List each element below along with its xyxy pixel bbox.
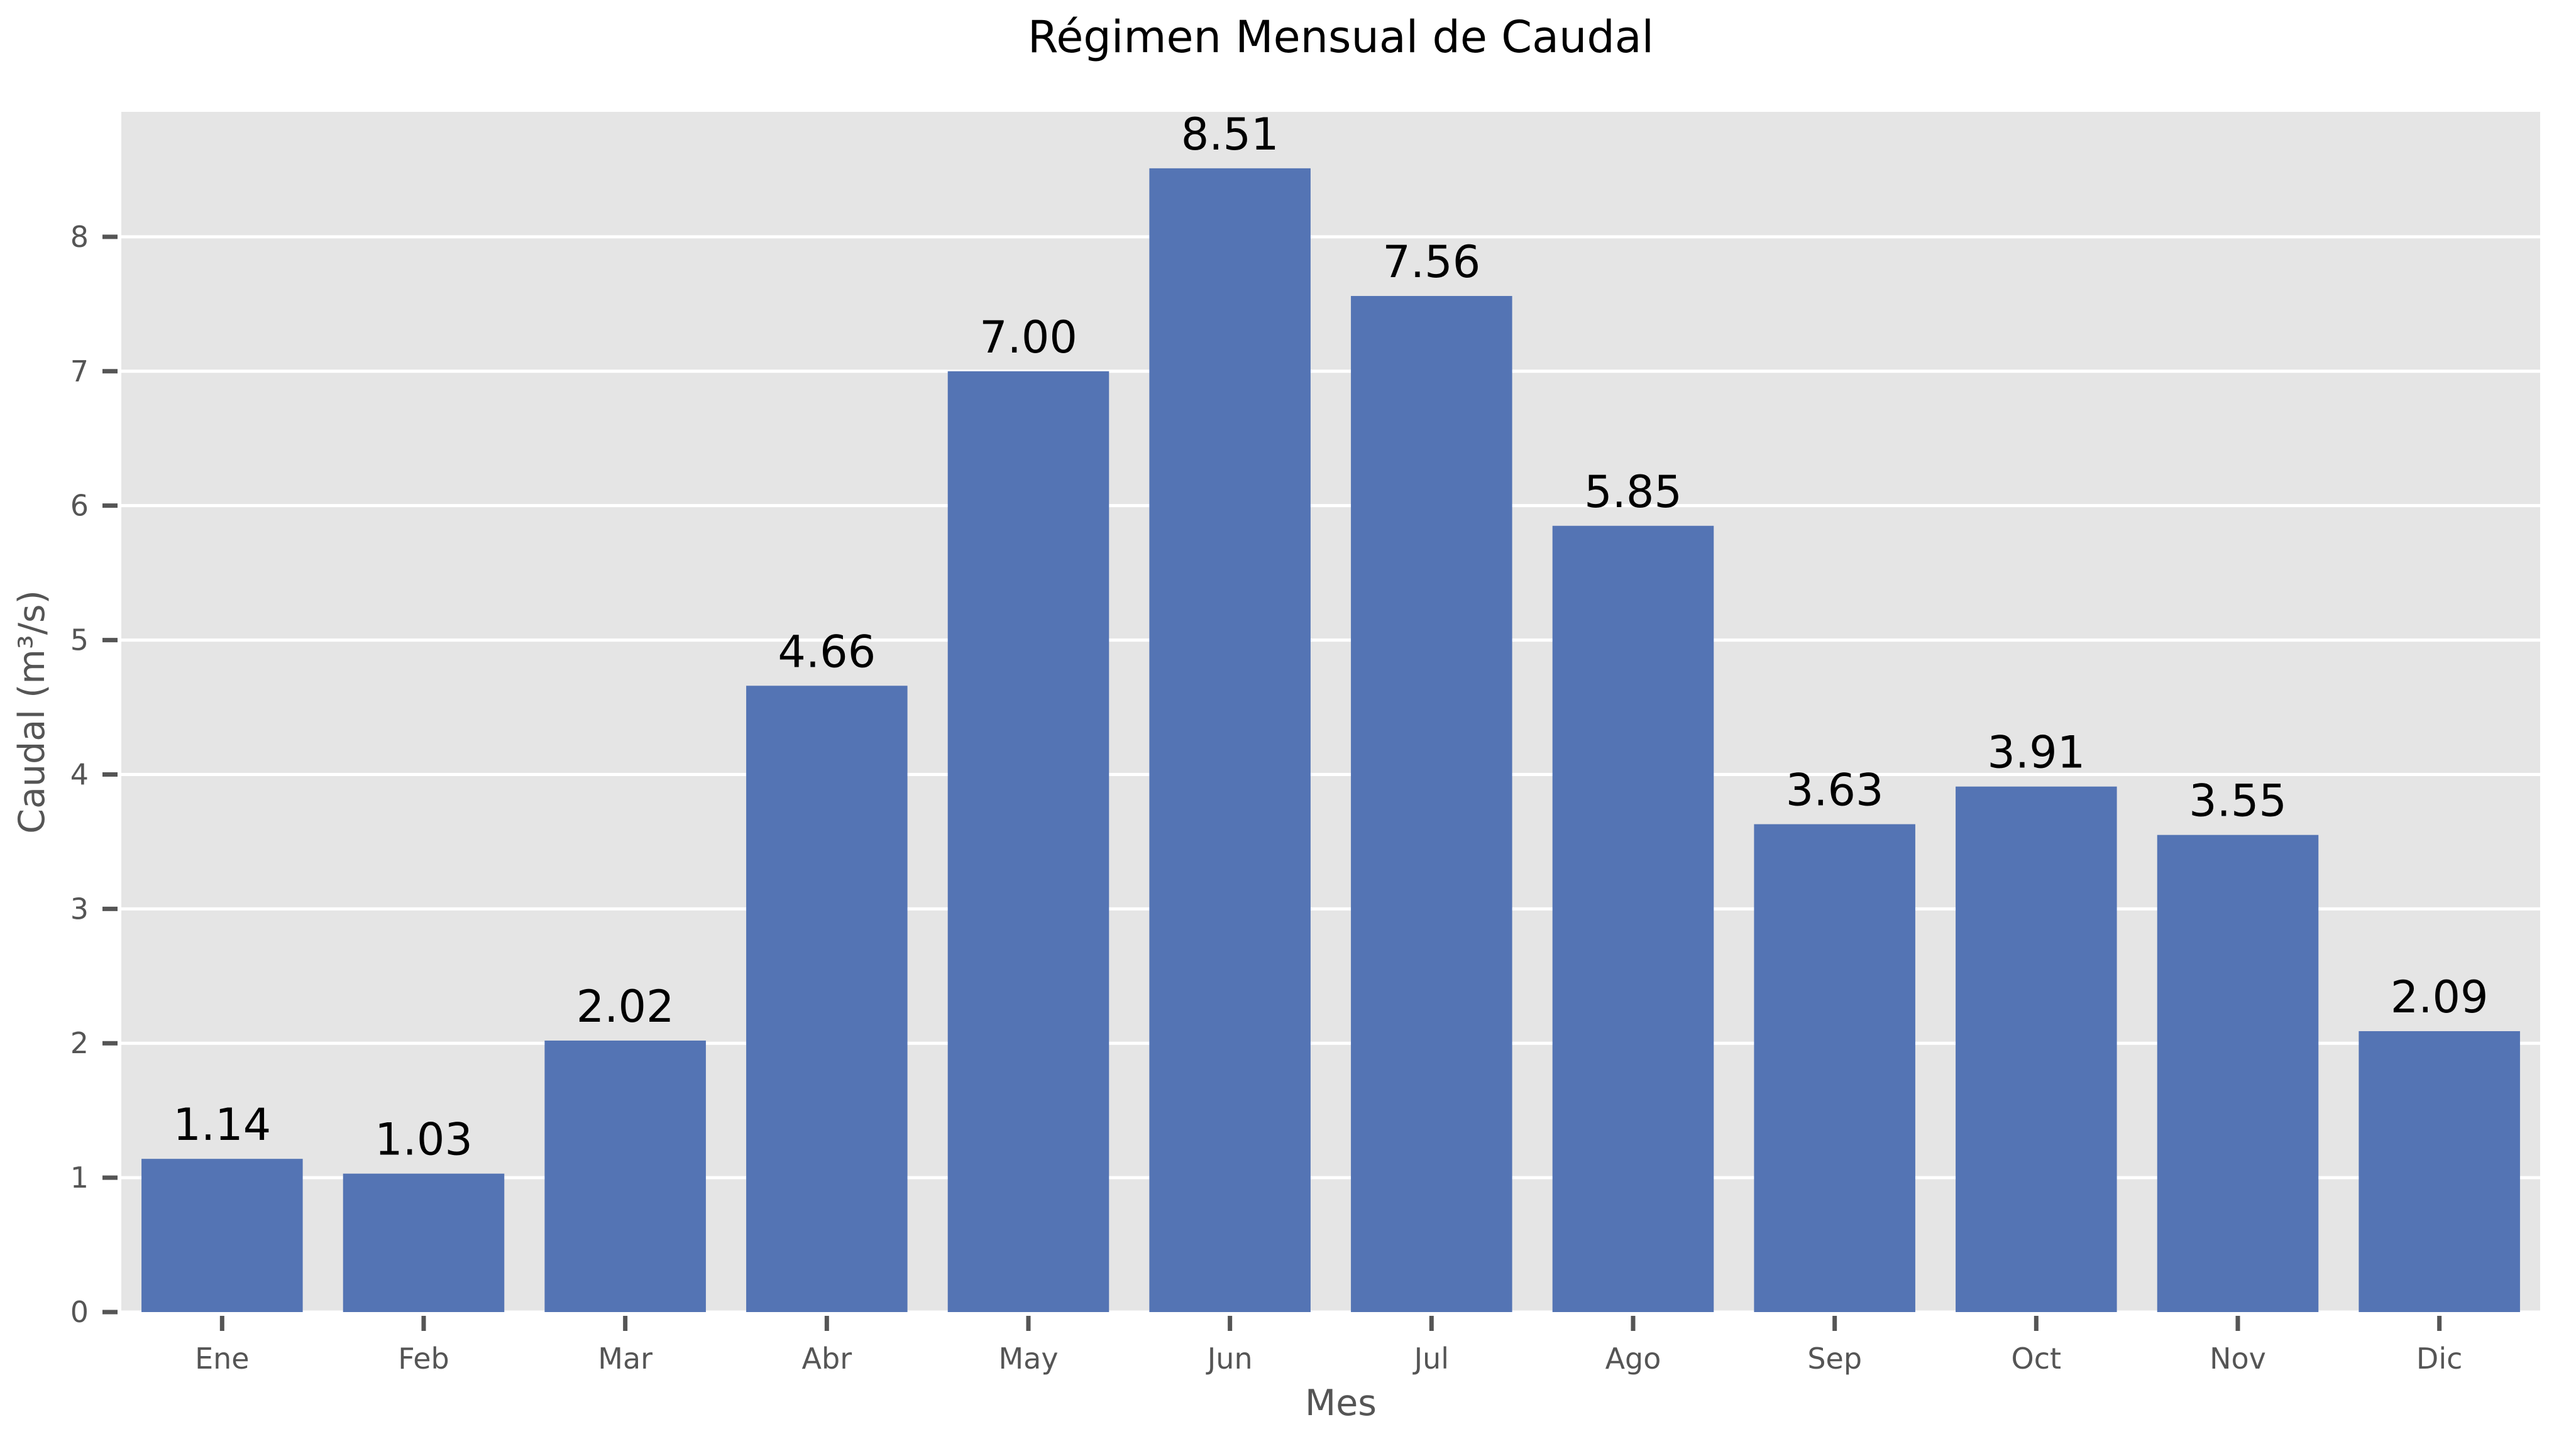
x-axis-label: Mes	[1305, 1382, 1377, 1424]
y-tick-label-6: 6	[70, 489, 89, 523]
bar-value-label-ene: 1.14	[173, 1099, 271, 1151]
bar-dic	[2359, 1031, 2520, 1312]
bar-value-label-may: 7.00	[979, 312, 1077, 363]
bar-sep	[1754, 824, 1915, 1312]
bar-value-label-mar: 2.02	[576, 981, 674, 1032]
bar-value-label-nov: 3.55	[2189, 775, 2287, 827]
y-axis: 0 1 2 3 4 5 6 7 8	[70, 220, 118, 1329]
chart-title: Régimen Mensual de Caudal	[1028, 11, 1654, 63]
x-tick-label-mar: Mar	[598, 1342, 652, 1376]
bar-jul	[1351, 296, 1512, 1312]
y-tick-label-8: 8	[70, 220, 89, 254]
y-tick-label-0: 0	[70, 1295, 89, 1329]
x-tick-label-jun: Jun	[1206, 1342, 1253, 1376]
bar-value-label-dic: 2.09	[2391, 971, 2489, 1023]
x-tick-label-abr: Abr	[802, 1342, 852, 1376]
plot-area	[121, 112, 2540, 1312]
x-tick-label-nov: Nov	[2210, 1342, 2266, 1376]
bar-jun	[1149, 168, 1311, 1312]
bar-value-label-jul: 7.56	[1382, 236, 1480, 288]
x-axis: Ene Feb Mar Abr May Jun Jul Ago Sep Oct Nov Dic	[195, 1316, 2462, 1376]
bar-mar	[544, 1040, 706, 1312]
x-tick-label-oct: Oct	[2012, 1342, 2062, 1376]
gridlines	[121, 235, 2540, 1314]
y-tick-label-5: 5	[70, 623, 89, 657]
bar-ago	[1552, 525, 1714, 1312]
bar-ene	[141, 1159, 303, 1312]
x-tick-label-feb: Feb	[398, 1342, 449, 1376]
x-tick-label-ene: Ene	[195, 1342, 250, 1376]
bar-value-label-sep: 3.63	[1786, 765, 1884, 816]
y-tick-label-7: 7	[70, 354, 89, 388]
bar-abr	[746, 686, 908, 1312]
bar-value-label-ago: 5.85	[1584, 466, 1682, 518]
bar-oct	[1956, 786, 2117, 1312]
y-tick-label-3: 3	[70, 892, 89, 926]
bar-nov	[2157, 834, 2319, 1312]
x-tick-label-dic: Dic	[2416, 1342, 2463, 1376]
x-tick-label-may: May	[998, 1342, 1058, 1376]
bar-feb	[343, 1173, 505, 1312]
bar-may	[947, 371, 1109, 1312]
bar-value-label-jun: 8.51	[1181, 109, 1279, 160]
y-tick-label-2: 2	[70, 1026, 89, 1060]
y-axis-label: Caudal (m³/s)	[11, 590, 53, 834]
bar-value-label-oct: 3.91	[1987, 727, 2085, 779]
x-tick-label-jul: Jul	[1412, 1342, 1450, 1376]
bars	[141, 168, 2520, 1312]
y-tick-label-1: 1	[70, 1161, 89, 1195]
bar-value-label-feb: 1.03	[375, 1114, 473, 1166]
x-tick-label-ago: Ago	[1605, 1342, 1661, 1376]
y-tick-label-4: 4	[70, 757, 89, 791]
x-tick-label-sep: Sep	[1807, 1342, 1862, 1376]
bar-value-label-abr: 4.66	[778, 626, 876, 677]
bar-value-labels: 1.14 1.03 2.02 4.66 7.00 8.51 7.56 5.85 3.63 3.91…	[173, 109, 2488, 1166]
